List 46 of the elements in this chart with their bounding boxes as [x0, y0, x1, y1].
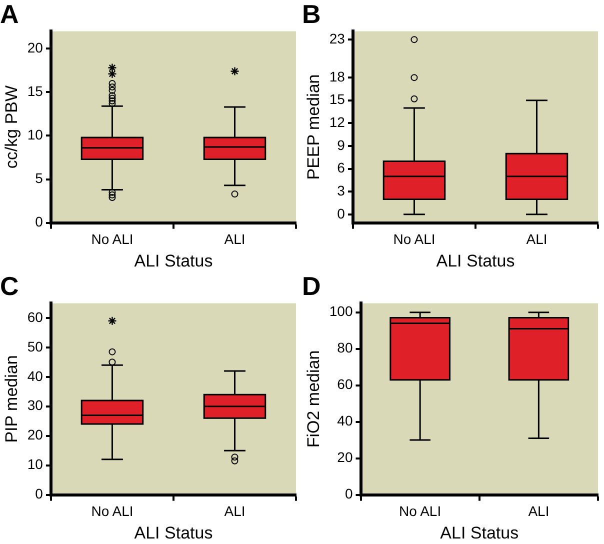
y-tick-label: 18 [329, 68, 346, 84]
y-tick-label: 40 [27, 368, 44, 384]
y-tick-label: 6 [337, 160, 346, 176]
y-tick-label: 30 [27, 397, 44, 414]
y-tick-label: 20 [337, 449, 353, 466]
x-axis-title: ALI Status [134, 523, 213, 542]
x-tick-label: No ALI [91, 231, 134, 248]
y-tick-label: 0 [35, 486, 44, 502]
x-tick-label: No ALI [91, 503, 134, 520]
chart-title: D [302, 270, 321, 301]
x-tick-label: ALI [224, 231, 246, 248]
y-tick-label: 20 [27, 39, 44, 56]
y-tick-label: 9 [337, 136, 346, 153]
y-axis-title: PIP median [2, 355, 21, 443]
y-tick-label: 23 [329, 30, 346, 46]
x-axis-title: ALI Status [440, 523, 519, 542]
y-axis-title: PEEP median [304, 74, 323, 180]
y-tick-label: 0 [35, 214, 44, 230]
y-tick-label: 10 [27, 126, 44, 143]
y-tick-label: 60 [337, 376, 353, 392]
y-tick-label: 20 [27, 426, 44, 443]
y-axis-title: cc/kg PBW [2, 85, 21, 169]
y-tick-label: 3 [337, 182, 346, 198]
y-tick-label: 12 [329, 114, 346, 130]
y-tick-label: 5 [35, 170, 44, 186]
x-axis-title: ALI Status [134, 251, 213, 270]
y-tick-label: 80 [337, 340, 353, 356]
y-tick-label: 40 [337, 412, 353, 429]
y-tick-label: 0 [344, 486, 353, 502]
x-tick-label: ALI [224, 503, 246, 520]
x-tick-label: No ALI [399, 503, 442, 520]
y-tick-label: 50 [27, 338, 44, 354]
y-tick-label: 60 [27, 308, 44, 325]
y-tick-label: 10 [27, 456, 44, 472]
chart-title: A [0, 0, 19, 29]
y-tick-label: 15 [27, 83, 44, 100]
y-tick-label: 15 [329, 91, 346, 108]
x-tick-label: No ALI [393, 231, 436, 248]
y-tick-label: 0 [337, 205, 346, 222]
x-tick-label: ALI [526, 231, 548, 248]
x-tick-label: ALI [528, 503, 550, 520]
chart-title: C [0, 270, 19, 301]
chart-title: B [302, 0, 321, 29]
x-axis-title: ALI Status [436, 251, 515, 270]
y-axis-title: FiO2 median [304, 350, 323, 448]
y-tick-label: 100 [329, 303, 353, 320]
